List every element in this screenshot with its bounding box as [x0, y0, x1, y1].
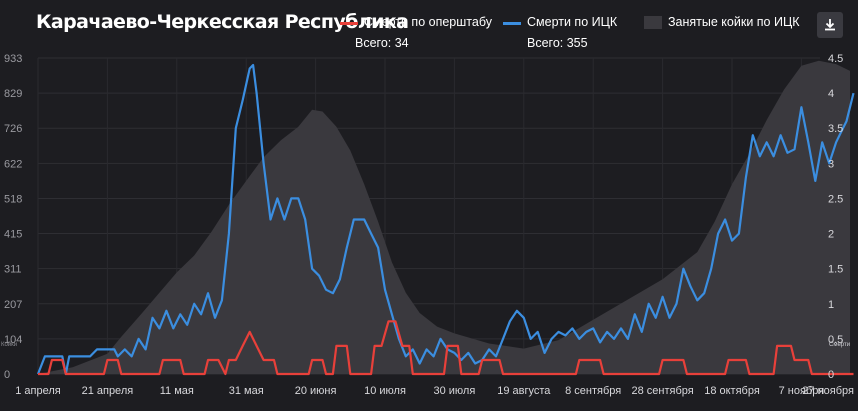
- beds-area: [38, 60, 850, 374]
- x-tick-label: 1 апреля: [15, 385, 61, 397]
- x-axis-ticks: 1 апреля 21 апреля 11 мая 31 мая 20 июня 10 и…: [15, 385, 854, 397]
- deaths-hq-line: [38, 320, 854, 376]
- right-tick-label: 2: [828, 229, 834, 241]
- left-tick-label: 726: [4, 123, 22, 135]
- left-tick-label: 518: [4, 193, 22, 205]
- x-tick-label: 10 июля: [364, 385, 406, 397]
- right-tick-label: 1.5: [828, 264, 843, 276]
- right-tick-label: 1: [828, 299, 834, 311]
- right-tick-label: 3: [828, 158, 834, 170]
- left-tick-label: 829: [4, 88, 22, 100]
- x-tick-label: 31 мая: [229, 385, 264, 397]
- chart-title: Карачаево-Черкесская Республика: [36, 11, 409, 33]
- deaths-ick-layer: [36, 63, 855, 376]
- left-tick-label: 622: [4, 158, 22, 170]
- deaths-ick-line: [36, 63, 855, 376]
- right-tick-label: 4: [828, 88, 834, 100]
- download-button[interactable]: [817, 12, 843, 38]
- x-tick-label: 18 октября: [704, 385, 760, 397]
- legend-label-hq: Смерти по оперштабу: [364, 15, 492, 29]
- download-icon: [825, 19, 835, 31]
- x-tick-label: 11 мая: [160, 385, 194, 397]
- legend-label-beds: Занятые койки по ИЦК: [668, 15, 800, 29]
- x-tick-label: 20 июня: [295, 385, 337, 397]
- deaths-hq-layer: [38, 320, 854, 376]
- legend-total-hq: Всего: 34: [355, 36, 409, 50]
- x-tick-label: 8 сентября: [565, 385, 621, 397]
- left-tick-label: 933: [4, 53, 22, 65]
- left-tick-label: 311: [4, 264, 22, 276]
- left-tick-label: 415: [4, 229, 22, 241]
- x-tick-label: 19 августа: [497, 385, 551, 397]
- beds-area-layer: [38, 60, 850, 374]
- x-tick-label: 7 ноября: [779, 385, 825, 397]
- legend-label-ick: Смерти по ИЦК: [527, 15, 618, 29]
- legend-swatch-ick: [503, 22, 521, 25]
- right-tick-label: 2.5: [828, 193, 843, 205]
- left-axis-label: Койки: [1, 341, 17, 348]
- left-tick-label: 104: [4, 334, 22, 346]
- right-tick-label: 0.5: [828, 334, 843, 346]
- left-axis-ticks: 933 829 726 622 518 415 311 207 104 0: [4, 53, 22, 381]
- legend-swatch-hq: [340, 22, 358, 25]
- legend-swatch-beds: [644, 16, 662, 29]
- left-tick-label: 207: [4, 299, 22, 311]
- right-tick-label: 0: [828, 369, 834, 381]
- right-tick-label: 3.5: [828, 123, 843, 135]
- right-tick-label: 4.5: [828, 53, 843, 65]
- right-axis-label: Смерти: [829, 342, 850, 348]
- x-tick-label: 30 июля: [433, 385, 475, 397]
- x-tick-label: 28 сентября: [631, 385, 693, 397]
- right-axis-ticks: 4.5 4 3.5 3 2.5 2 1.5 1 0.5 0: [828, 53, 843, 381]
- x-tick-label: 27 ноября: [802, 385, 854, 397]
- legend-total-ick: Всего: 355: [527, 36, 588, 50]
- left-tick-label: 0: [4, 369, 10, 381]
- x-tick-label: 21 апреля: [82, 385, 134, 397]
